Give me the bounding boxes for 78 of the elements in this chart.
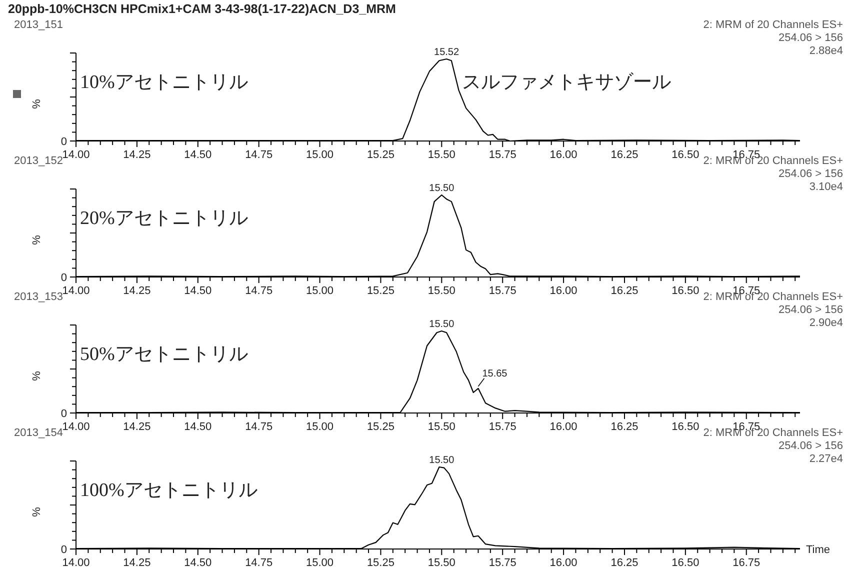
x-tick-label: 16.50 [672, 285, 700, 297]
annotation: 15.65 [482, 368, 508, 380]
x-tick-label: 15.25 [366, 557, 394, 567]
x-tick-label: 14.25 [123, 557, 151, 567]
x-tick-label: 16.25 [610, 149, 638, 161]
y-axis-title: % [31, 506, 43, 517]
annotation: 10%アセトニトリル [80, 72, 248, 93]
x-tick-label: 15.50 [428, 557, 456, 567]
annotation: 50%アセトニトリル [80, 344, 248, 365]
x-tick-label: 14.25 [123, 421, 151, 433]
x-tick-label: 16.50 [672, 421, 700, 433]
annotation: 20%アセトニトリル [80, 208, 248, 229]
text: 254.06 > 156 [778, 168, 843, 180]
x-tick-label: 16.00 [550, 149, 578, 161]
x-tick-label: 16.25 [610, 421, 638, 433]
x-tick-label: 16.00 [550, 557, 578, 567]
x-tick-label: 15.50 [428, 149, 456, 161]
x-tick-label: 14.00 [62, 149, 90, 161]
text: 2.90e4 [809, 317, 843, 329]
y-axis-title: % [31, 234, 43, 245]
x-tick-label: 14.75 [245, 421, 273, 433]
x-tick-label: 14.75 [245, 557, 273, 567]
x-tick-label: 16.00 [550, 285, 578, 297]
y-axis-title: % [31, 370, 43, 381]
x-tick-label: 14.00 [62, 421, 90, 433]
y-axis-title: % [31, 98, 43, 109]
text: 0 [60, 544, 67, 556]
x-tick-label: 14.00 [62, 557, 90, 567]
x-tick-label: 15.50 [428, 285, 456, 297]
x-tick-label: 14.50 [184, 285, 212, 297]
x-axis-title: Time [806, 544, 830, 556]
x-tick-label: 14.50 [184, 421, 212, 433]
x-tick-label: 15.50 [428, 421, 456, 433]
x-tick-label: 14.50 [184, 557, 212, 567]
annotation: スルファメトキサゾール [462, 72, 671, 93]
x-tick-label: 14.50 [184, 149, 212, 161]
text: 254.06 > 156 [778, 32, 843, 44]
x-tick-label: 16.50 [672, 149, 700, 161]
x-tick-label: 14.75 [245, 149, 273, 161]
annotation: 100%アセトニトリル [80, 480, 258, 501]
text: 254.06 > 156 [778, 304, 843, 316]
annotation: 15.52 [434, 47, 460, 58]
x-tick-label: 16.25 [610, 557, 638, 567]
x-tick-label: 16.50 [672, 557, 700, 567]
x-tick-label: 15.25 [366, 421, 394, 433]
text: 3.10e4 [809, 181, 843, 193]
x-tick-label: 15.00 [306, 421, 334, 433]
x-tick-label: 15.75 [488, 557, 516, 567]
text: 0 [60, 272, 67, 284]
x-tick-label: 15.00 [306, 285, 334, 297]
x-tick-label: 16.25 [610, 285, 638, 297]
x-tick-label: 15.25 [366, 285, 394, 297]
x-tick-label: 15.00 [306, 149, 334, 161]
x-tick-label: 15.75 [488, 421, 516, 433]
text: 0 [60, 136, 67, 148]
text: 2.88e4 [809, 45, 843, 57]
chart-title: 20ppb-10%CH3CN HPCmix1+CAM 3-43-98(1-17-22)ACN_D3_MRM [8, 2, 396, 16]
x-tick-label: 14.25 [123, 149, 151, 161]
x-tick-label: 15.75 [488, 149, 516, 161]
text: 2: MRM of 20 Channels ES+ [703, 19, 843, 31]
annotation: 15.50 [429, 319, 455, 330]
chart-subtitle: 2013_153 [14, 291, 63, 303]
text: 0 [60, 408, 67, 420]
x-tick-label: 15.00 [306, 557, 334, 567]
annotation: 15.50 [429, 455, 455, 466]
x-tick-label: 15.75 [488, 285, 516, 297]
x-tick-label: 14.00 [62, 285, 90, 297]
x-tick-label: 16.75 [732, 557, 760, 567]
annotation: 15.50 [429, 183, 455, 194]
chart-subtitle: 2013_154 [14, 427, 63, 439]
x-tick-label: 15.25 [366, 149, 394, 161]
chart-subtitle: 2013_152 [14, 155, 63, 167]
chart-subtitle: 2013_151 [14, 19, 63, 31]
text: 2.27e4 [809, 453, 843, 465]
x-tick-label: 14.75 [245, 285, 273, 297]
x-tick-label: 16.00 [550, 421, 578, 433]
x-tick-label: 14.25 [123, 285, 151, 297]
text: 254.06 > 156 [778, 440, 843, 452]
